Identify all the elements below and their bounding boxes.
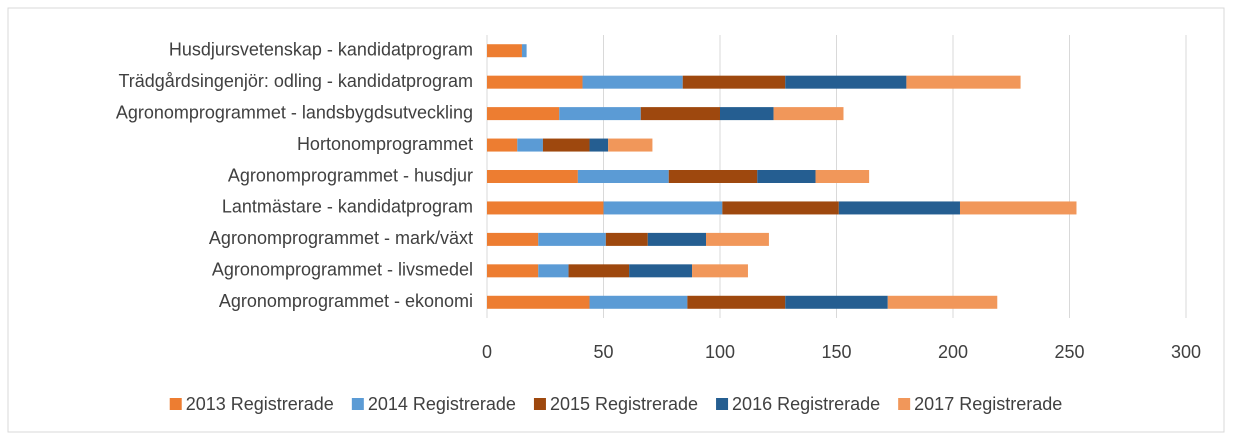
bar-segment: [542, 138, 590, 152]
bar-segment: [906, 75, 1021, 89]
bar-segment: [757, 170, 816, 183]
bar-segment: [589, 138, 609, 152]
x-tick-label: 100: [705, 342, 735, 362]
y-tick-label: Agronomprogrammet - husdjur: [228, 165, 473, 185]
bar-segment: [487, 170, 578, 183]
y-tick-label: Agronomprogrammet - mark/växt: [209, 228, 473, 248]
bar-segment: [692, 264, 748, 278]
bar-segment: [487, 232, 539, 246]
legend-swatch: [716, 398, 729, 410]
legend-swatch: [351, 398, 364, 410]
bar-segment: [605, 232, 648, 246]
legend-label: 2016 Registrerade: [732, 394, 880, 414]
y-tick-label: Lantmästare - kandidatprogram: [222, 197, 473, 217]
legend-label: 2014 Registrerade: [368, 394, 516, 414]
legend-label: 2013 Registrerade: [186, 394, 334, 414]
bar-segment: [521, 44, 527, 58]
bar-segment: [785, 75, 907, 89]
bar-segment: [959, 201, 1077, 215]
y-tick-label: Agronomprogrammet - livsmedel: [212, 260, 473, 280]
bar-segment: [815, 170, 870, 183]
legend-swatch: [169, 398, 182, 410]
bar-segment: [720, 107, 774, 121]
y-tick-label: Agronomprogrammet - ekonomi: [219, 291, 473, 311]
bar-segment: [538, 232, 606, 246]
bar-segment: [487, 295, 590, 309]
legend-swatch: [898, 398, 911, 410]
bar-segment: [838, 201, 960, 215]
bar-segment: [773, 107, 844, 121]
y-tick-label: Agronomprogrammet - landsbygdsutveckling: [116, 102, 473, 122]
x-tick-label: 0: [482, 342, 492, 362]
bar-segment: [487, 201, 604, 215]
legend-swatch: [533, 398, 546, 410]
bar-segment: [487, 138, 518, 152]
bar-segment: [608, 138, 653, 152]
bar-segment: [487, 264, 539, 278]
bar-segment: [629, 264, 693, 278]
x-tick-label: 250: [1054, 342, 1084, 362]
bar-segment: [517, 138, 543, 152]
bar-segment: [687, 295, 786, 309]
bar-segment: [647, 232, 707, 246]
bar-segment: [559, 107, 641, 121]
bar-segment: [538, 264, 569, 278]
legend-label: 2017 Registrerade: [914, 394, 1062, 414]
bar-segment: [706, 232, 769, 246]
y-tick-label: Trädgårdsingenjör: odling - kandidatprog…: [118, 71, 473, 91]
bar-segment: [722, 201, 839, 215]
bar-segment: [487, 107, 560, 121]
bar-segment: [487, 75, 583, 89]
y-tick-label: Hortonomprogrammet: [297, 134, 473, 154]
legend-label: 2015 Registrerade: [550, 394, 698, 414]
x-tick-label: 150: [821, 342, 851, 362]
x-tick-label: 300: [1171, 342, 1201, 362]
bar-segment: [577, 170, 669, 183]
bar-segment: [785, 295, 888, 309]
bar-segment: [568, 264, 630, 278]
bar-segment: [603, 201, 723, 215]
bar-segment: [682, 75, 786, 89]
bar-segment: [640, 107, 720, 121]
bar-segment: [582, 75, 683, 89]
bar-segment: [487, 44, 522, 58]
bar-segment: [668, 170, 758, 183]
y-tick-label: Husdjursvetenskap - kandidatprogram: [169, 39, 473, 59]
bar-segment: [589, 295, 688, 309]
x-tick-label: 50: [593, 342, 613, 362]
x-tick-label: 200: [938, 342, 968, 362]
bar-segment: [887, 295, 998, 309]
